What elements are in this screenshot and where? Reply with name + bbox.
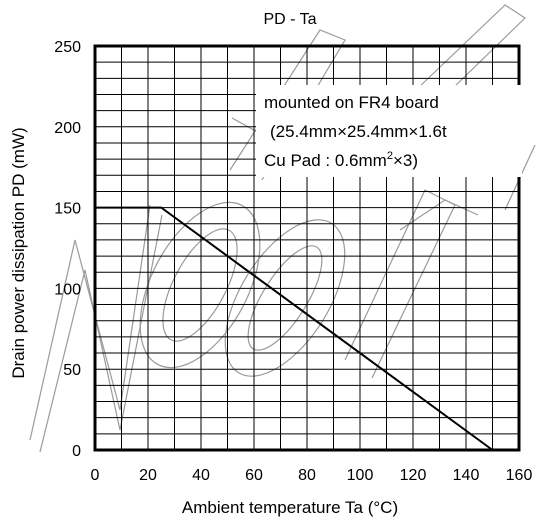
x-tick-label: 160 [506,467,533,484]
annotation-box: mounted on FR4 board (25.4mm×25.4mm×1.6t… [256,85,522,177]
chart-title: PD - Ta [263,11,316,28]
x-tick-label: 60 [245,467,263,484]
y-tick-label: 100 [54,281,81,298]
x-tick-label: 0 [91,467,100,484]
y-tick-label: 50 [63,362,81,379]
y-axis-label: Drain power dissipation PD (mW) [9,127,28,378]
x-axis-label: Ambient temperature Ta (°C) [182,498,398,517]
y-tick-label: 200 [54,120,81,137]
annotation-line-3-superscript: 2 [387,150,393,162]
pd-ta-derating-line [95,206,494,451]
tick-labels: 0 20 40 60 80 100 120 140 160 0 50 100 150 200 250 [54,39,532,484]
x-tick-label: 120 [400,467,427,484]
annotation-line-3-suffix: ×3) [393,151,418,170]
annotation-line-3-prefix: Cu Pad : 0.6mm [264,151,387,170]
annotation-line-3: Cu Pad : 0.6mm2×3) [264,150,418,170]
y-tick-label: 0 [72,443,81,460]
y-tick-label: 150 [54,201,81,218]
annotation-line-1: mounted on FR4 board [264,93,439,112]
annotation-background [256,85,522,177]
annotation-line-2: (25.4mm×25.4mm×1.6t [270,122,447,141]
x-tick-label: 80 [298,467,316,484]
y-tick-label: 250 [54,39,81,56]
plot-frame [93,44,521,452]
x-tick-label: 100 [347,467,374,484]
x-tick-label: 20 [139,467,157,484]
x-tick-label: 140 [453,467,480,484]
x-tick-label: 40 [192,467,210,484]
